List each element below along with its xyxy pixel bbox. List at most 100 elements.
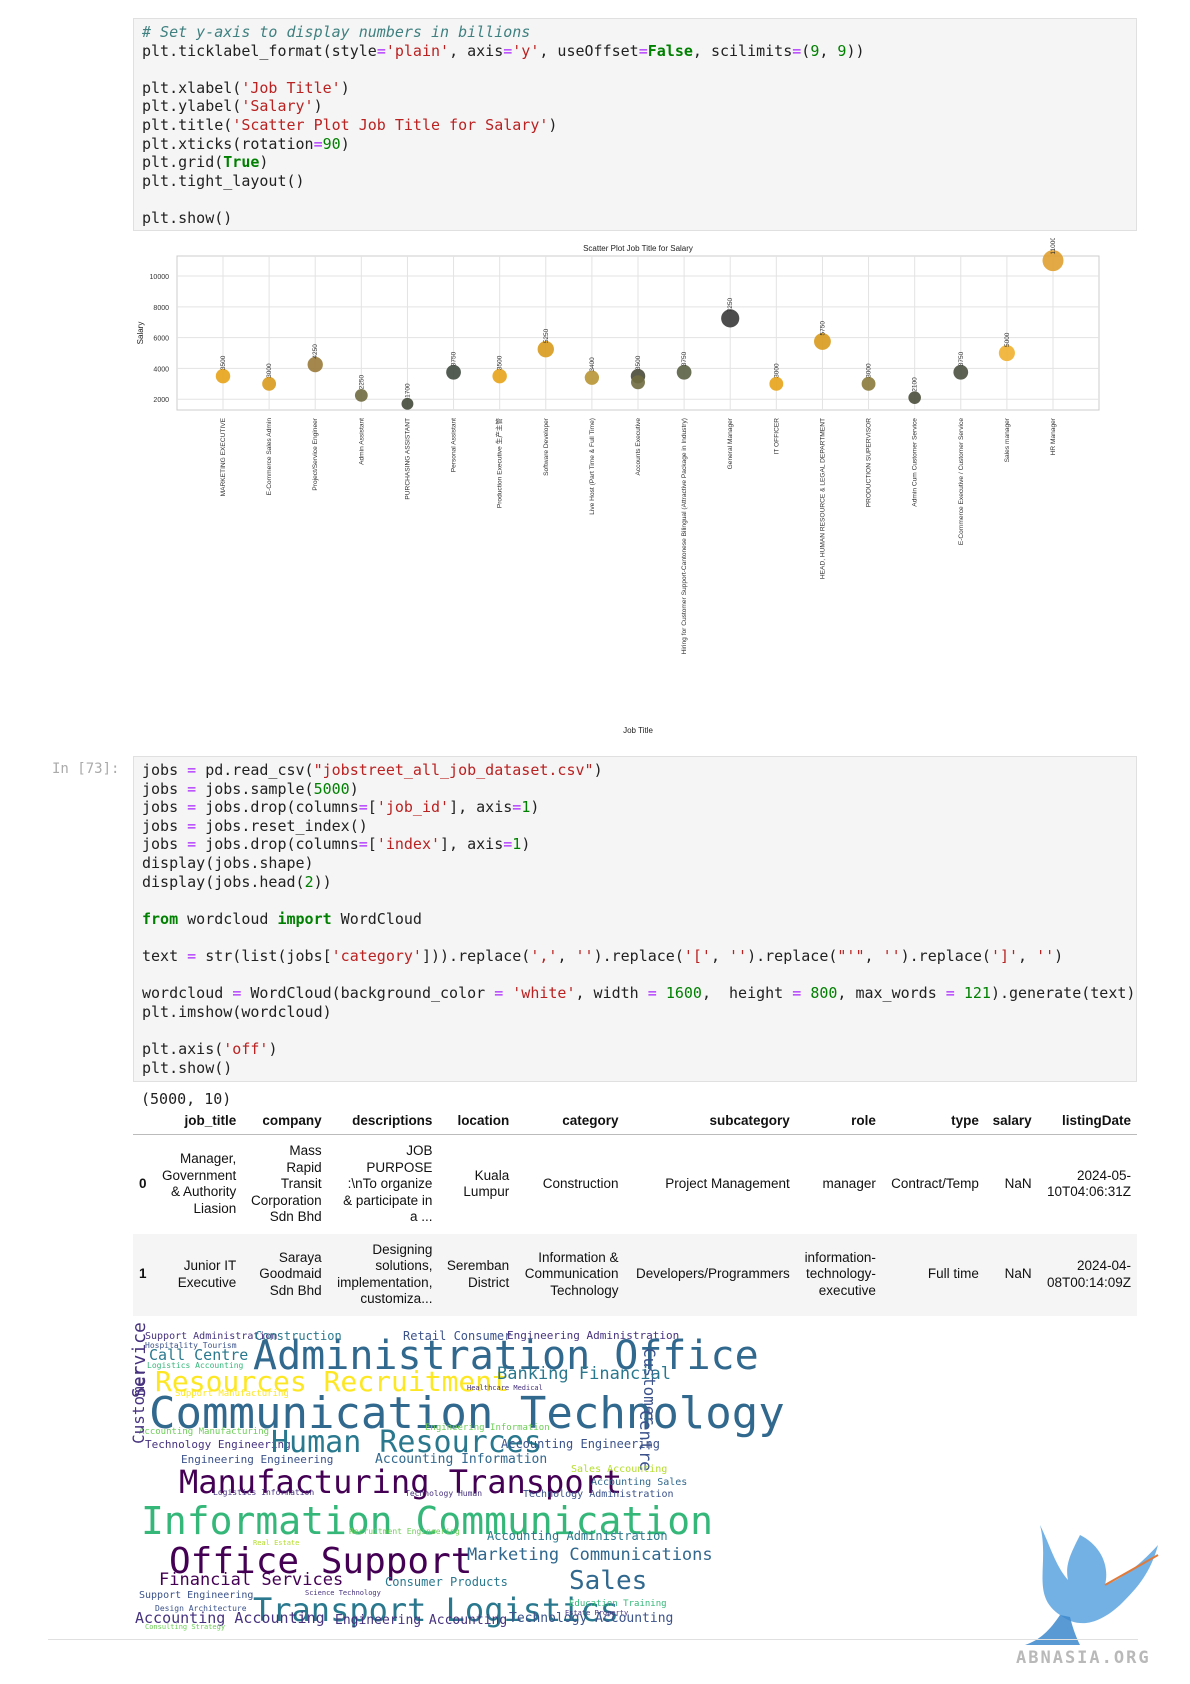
- wordcloud-word: Support Manufacturing: [175, 1389, 289, 1399]
- wordcloud-word: Customer: [129, 1366, 148, 1444]
- wordcloud-word: Engineering Engineering: [181, 1453, 334, 1466]
- x-tick-label: E-Commerce Executive / Customer Service: [958, 418, 965, 545]
- wordcloud-word: Accounting Accounting: [135, 1609, 325, 1627]
- wordcloud-word: Banking Financial: [497, 1364, 671, 1384]
- table-cell: Developers/Programmers: [624, 1233, 796, 1316]
- table-cell: Mass Rapid Transit Corporation Sdn Bhd: [242, 1134, 328, 1234]
- wordcloud-word: Accounting Administration: [487, 1529, 668, 1543]
- wordcloud-word: Technology Engineering: [145, 1438, 291, 1451]
- data-point: [861, 376, 876, 391]
- wordcloud-word: Call Centre: [149, 1346, 249, 1364]
- code-line: from wordcloud import WordCloud: [142, 909, 422, 928]
- code-line: [142, 966, 1128, 985]
- column-header: salary: [984, 1107, 1038, 1135]
- data-label: 3000: [866, 363, 873, 378]
- x-tick-label: Accounts Executive: [635, 418, 642, 476]
- y-tick-label: 2000: [153, 397, 169, 404]
- wordcloud-word: Accounting Manufacturing: [139, 1427, 270, 1437]
- column-header: [133, 1107, 154, 1135]
- wordcloud-word: Logistics Accounting: [147, 1361, 244, 1370]
- wordcloud-word: Sales Accounting: [571, 1464, 668, 1475]
- code-editor-1[interactable]: # Set y-axis to display numbers in billi…: [142, 23, 1128, 228]
- wordcloud-word: Accounting Information: [375, 1452, 548, 1467]
- row-index: 0: [133, 1134, 154, 1234]
- code-line: [142, 60, 1128, 79]
- wordcloud-word: Information Communication: [141, 1499, 713, 1543]
- wordcloud-word: Retail Consumer: [403, 1329, 512, 1343]
- wordcloud-word: Manufacturing Transport: [179, 1463, 623, 1501]
- y-axis-label: Salary: [136, 322, 145, 345]
- data-label: 3750: [681, 351, 688, 366]
- data-point: [953, 364, 969, 380]
- code-line: jobs = jobs.drop(columns=['index'], axis…: [142, 835, 531, 854]
- code-line: plt.axis('off'): [142, 1039, 278, 1058]
- y-tick-label: 6000: [153, 336, 169, 343]
- wordcloud-word: Estate Property: [565, 1609, 629, 1617]
- code-line: # Set y-axis to display numbers in billi…: [142, 23, 531, 41]
- code-line: jobs = jobs.sample(5000): [142, 779, 359, 798]
- y-tick-label: 8000: [153, 305, 169, 312]
- table-cell: 2024-04- 08T00:14:09Z: [1037, 1233, 1137, 1316]
- code-line: wordcloud = WordCloud(background_color =…: [142, 984, 1136, 1003]
- code-line: jobs = jobs.reset_index(): [142, 816, 368, 835]
- wordcloud-word: Healthcare Medical: [467, 1384, 543, 1392]
- column-header: descriptions: [327, 1107, 439, 1135]
- wordcloud-word: Financial Services: [159, 1570, 344, 1590]
- code-line: plt.tight_layout(): [142, 171, 305, 190]
- code-line: plt.ylabel('Salary'): [142, 97, 323, 116]
- data-label: 3000: [773, 363, 780, 378]
- wordcloud-word: Hospitality Tourism: [145, 1341, 237, 1350]
- code-line: jobs = jobs.drop(columns=['job_id'], axi…: [142, 798, 540, 817]
- wordcloud-word: Technology Accounting: [509, 1611, 674, 1626]
- code-line: plt.show(): [142, 1058, 233, 1077]
- code-editor-2[interactable]: jobs = pd.read_csv("jobstreet_all_job_da…: [142, 761, 1136, 1077]
- code-line: [142, 891, 1128, 910]
- wordcloud-word: Communication Technology: [149, 1388, 785, 1439]
- data-label: 2100: [912, 377, 919, 392]
- x-tick-label: Admin Assistant: [358, 418, 365, 465]
- table-row: 0 Manager, Government & Authority Liasion Mas…: [133, 1134, 1137, 1234]
- scatter-chart: 2000 4000 6000 8000 10000 MARKETING EXECUTIVE…: [136, 238, 1100, 735]
- wordcloud-word: Centre: [635, 1410, 655, 1472]
- wordcloud-word: Engineering Accounting: [335, 1613, 508, 1628]
- column-header: job_title: [153, 1107, 243, 1135]
- data-label: 3500: [220, 355, 227, 370]
- column-header: role: [795, 1107, 882, 1135]
- data-label: 3750: [958, 351, 965, 366]
- table-cell: manager: [795, 1134, 882, 1234]
- wordcloud-word: Technology Human: [405, 1489, 483, 1498]
- column-header: company: [242, 1107, 328, 1135]
- code-line: plt.title('Scatter Plot Job Title for Sa…: [142, 115, 558, 134]
- data-label: 3500: [635, 355, 642, 370]
- code-cell-2[interactable]: jobs = pd.read_csv("jobstreet_all_job_da…: [133, 756, 1137, 1082]
- table-cell: Full time: [881, 1233, 985, 1316]
- table-cell: JOB PURPOSE:\nTo organize & participate in…: [327, 1134, 439, 1234]
- code-line: plt.ticklabel_format(style='plain', axis…: [142, 41, 865, 60]
- code-cell-1[interactable]: # Set y-axis to display numbers in billi…: [133, 18, 1137, 231]
- table-header-row: job_title company descriptions location cate…: [133, 1107, 1137, 1135]
- wordcloud-word: Recruitment Engineering: [349, 1527, 460, 1536]
- data-label: 2250: [358, 375, 365, 390]
- wordcloud-word: Construction: [255, 1329, 342, 1343]
- data-point: [262, 376, 277, 391]
- data-label: 3750: [451, 351, 458, 366]
- wordcloud-image: Support Administration Construction Retail…: [129, 1322, 785, 1630]
- wordcloud-word: Education Training: [569, 1599, 667, 1609]
- data-point: [401, 397, 414, 410]
- code-line: [142, 928, 1128, 947]
- data-label: 5250: [543, 328, 550, 343]
- wordcloud-word: Support Administration: [145, 1331, 278, 1342]
- output-shape: (5000, 10): [141, 1090, 232, 1108]
- x-tick-label: E-Commerce Sales Admin: [266, 418, 273, 496]
- code-line: plt.xlabel('Job Title'): [142, 78, 350, 97]
- data-label: 4250: [312, 344, 319, 359]
- data-label: 5000: [1004, 332, 1011, 347]
- table-cell: Seremban District: [438, 1233, 516, 1316]
- table-cell: Contract/Temp: [881, 1134, 985, 1234]
- table-cell: Manager, Government & Authority Liasion: [153, 1134, 243, 1234]
- table-cell: Saraya Goodmaid Sdn Bhd: [242, 1233, 328, 1316]
- horizontal-scrollbar[interactable]: [48, 1639, 1138, 1654]
- data-point: [908, 391, 921, 404]
- wordcloud-word: Office Support: [169, 1541, 473, 1582]
- wordcloud-word: Support Engineering: [139, 1590, 254, 1601]
